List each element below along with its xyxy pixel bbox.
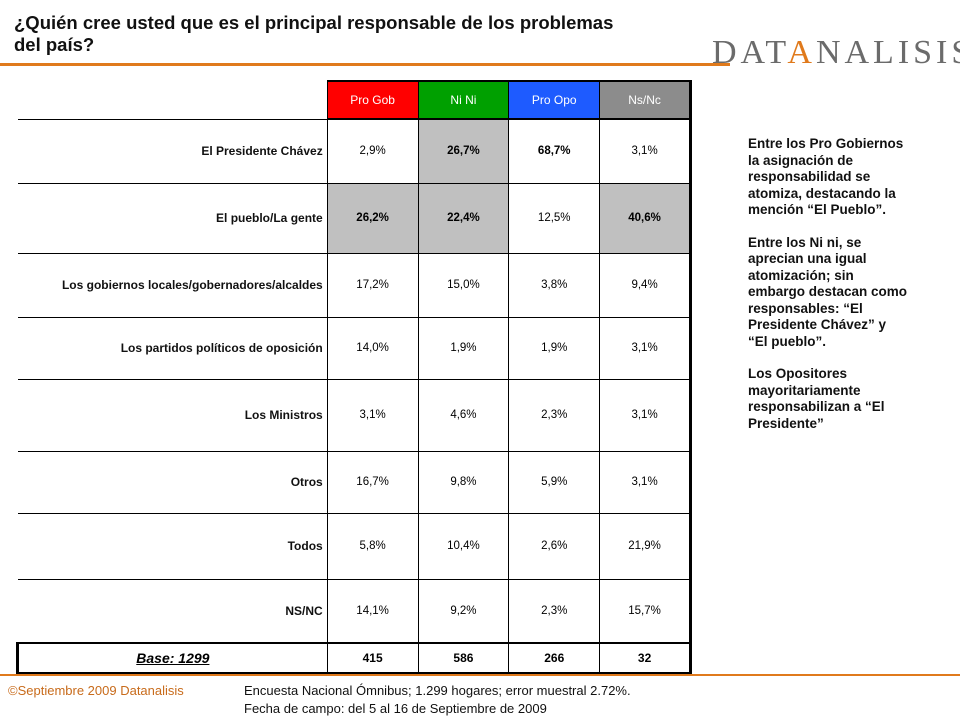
note-paragraph: Los Opositores mayoritariamente responsa… <box>748 366 885 431</box>
source-note: Encuesta Nacional Ómnibus; 1.299 hogares… <box>244 682 631 718</box>
page-title: ¿Quién cree usted que es el principal re… <box>14 12 614 55</box>
table-cell: 3,1% <box>599 378 692 452</box>
row-label: El pueblo/La gente <box>17 182 328 254</box>
row-label: Los Ministros <box>17 378 328 452</box>
table-cell: 3,8% <box>508 252 601 318</box>
table-cell: 26,7% <box>417 118 510 184</box>
table-cell: 15,7% <box>599 578 692 644</box>
base-cell: 415 <box>326 642 419 675</box>
table-header-row: Pro Gob Ni Ni Pro Opo Ns/Nc <box>17 80 692 120</box>
base-cell: 586 <box>417 642 510 675</box>
row-label: Otros <box>17 450 328 514</box>
col-header-pro-gob: Pro Gob <box>326 80 419 120</box>
table-cell: 9,8% <box>417 450 510 514</box>
col-header-ns-nc: Ns/Nc <box>599 80 692 120</box>
table-row: El pueblo/La gente 26,2% 22,4% 12,5% 40,… <box>17 182 692 254</box>
table-row: Todos 5,8% 10,4% 2,6% 21,9% <box>17 512 692 580</box>
table-cell: 3,1% <box>599 450 692 514</box>
base-cell: 266 <box>508 642 601 675</box>
logo-wordmark: DATANALISIS <box>712 34 960 71</box>
header-divider <box>0 63 730 66</box>
table-cell: 10,4% <box>417 512 510 580</box>
col-header-pro-opo: Pro Opo <box>508 80 601 120</box>
table-row: Los partidos políticos de oposición 14,0… <box>17 316 692 380</box>
table-cell: 5,8% <box>326 512 419 580</box>
table-cell: 2,9% <box>326 118 419 184</box>
table-cell: 14,1% <box>326 578 419 644</box>
copyright-text: ©Septiembre 2009 Datanalisis <box>8 683 184 698</box>
table-cell: 17,2% <box>326 252 419 318</box>
table-row: Los Ministros 3,1% 4,6% 2,3% 3,1% <box>17 378 692 452</box>
row-label: Todos <box>17 512 328 580</box>
footer-divider <box>0 674 960 676</box>
table-cell: 40,6% <box>599 182 692 254</box>
table-cell: 9,2% <box>417 578 510 644</box>
results-table-container: Pro Gob Ni Ni Pro Opo Ns/Nc El President… <box>16 80 692 675</box>
source-line: Fecha de campo: del 5 al 16 de Septiembr… <box>244 701 547 716</box>
datanalisis-logo: DATANALISIS <box>712 30 960 76</box>
table-cell: 3,1% <box>326 378 419 452</box>
table-cell: 2,3% <box>508 378 601 452</box>
table-row: Los gobiernos locales/gobernadores/alcal… <box>17 252 692 318</box>
table-cell: 15,0% <box>417 252 510 318</box>
table-cell: 22,4% <box>417 182 510 254</box>
table-cell: 3,1% <box>599 316 692 380</box>
table-cell: 2,6% <box>508 512 601 580</box>
base-label: Base: 1299 <box>16 642 328 675</box>
base-row: Base: 1299 415 586 266 32 <box>16 642 692 675</box>
table-cell: 9,4% <box>599 252 692 318</box>
row-label: Los partidos políticos de oposición <box>17 316 328 380</box>
table-cell: 14,0% <box>326 316 419 380</box>
row-label: El Presidente Chávez <box>17 118 328 184</box>
table-cell: 26,2% <box>326 182 419 254</box>
table-corner <box>17 81 328 120</box>
table-cell: 2,3% <box>508 578 601 644</box>
base-cell: 32 <box>599 642 692 675</box>
table-cell: 68,7% <box>508 118 601 184</box>
table-cell: 16,7% <box>326 450 419 514</box>
table-cell: 3,1% <box>599 118 692 184</box>
table-row: El Presidente Chávez 2,9% 26,7% 68,7% 3,… <box>17 118 692 184</box>
table-cell: 5,9% <box>508 450 601 514</box>
table-cell: 21,9% <box>599 512 692 580</box>
row-label: Los gobiernos locales/gobernadores/alcal… <box>17 252 328 318</box>
col-header-ni-ni: Ni Ni <box>417 80 510 120</box>
table-cell: 1,9% <box>508 316 601 380</box>
source-line: Encuesta Nacional Ómnibus; 1.299 hogares… <box>244 683 631 698</box>
table-row: NS/NC 14,1% 9,2% 2,3% 15,7% <box>17 578 692 644</box>
table-cell: 1,9% <box>417 316 510 380</box>
results-table: Pro Gob Ni Ni Pro Opo Ns/Nc El President… <box>16 80 692 675</box>
analysis-notes: Entre los Pro Gobiernos la asignación de… <box>748 136 908 448</box>
table-cell: 4,6% <box>417 378 510 452</box>
table-cell: 12,5% <box>508 182 601 254</box>
row-label: NS/NC <box>17 578 328 644</box>
table-row: Otros 16,7% 9,8% 5,9% 3,1% <box>17 450 692 514</box>
note-paragraph: Entre los Pro Gobiernos la asignación de… <box>748 136 904 217</box>
logo-accent-letter: A <box>787 34 816 71</box>
note-paragraph: Entre los Ni ni, se aprecian una igual a… <box>748 234 908 349</box>
